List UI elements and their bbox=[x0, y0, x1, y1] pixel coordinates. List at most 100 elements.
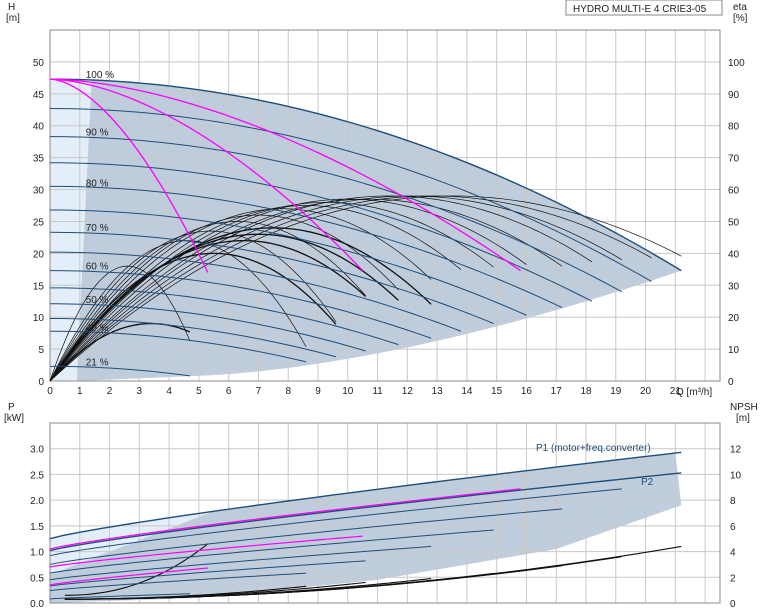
y-tick-label: 20 bbox=[33, 249, 45, 260]
head-curve-panel: 0 1 2 3 4 5 6 7 8 9 10 11 12 13 14 15 16 17 18 19 20 21051015… bbox=[33, 29, 745, 397]
y-right-tick-label: 8 bbox=[730, 496, 736, 507]
power-curve bbox=[49, 545, 432, 581]
x-tick-label: 16 bbox=[521, 386, 533, 397]
speed-label: 90 % bbox=[86, 127, 109, 138]
power-system-curve bbox=[49, 567, 208, 586]
speed-label: 80 % bbox=[86, 178, 109, 189]
efficiency-curve bbox=[49, 195, 682, 382]
head-curve bbox=[49, 209, 527, 316]
y-tick-label: 1.0 bbox=[30, 548, 44, 559]
head-curve bbox=[49, 107, 652, 282]
y-axis-unit-kw: [kW] bbox=[4, 413, 24, 424]
plot-frame-top bbox=[49, 29, 721, 382]
y-right-tick-label: 12 bbox=[730, 445, 742, 456]
y-tick-label: 50 bbox=[33, 58, 45, 69]
system-curve bbox=[49, 78, 209, 273]
head-curve bbox=[49, 317, 336, 358]
power-curve bbox=[49, 472, 682, 552]
y-right-tick-label: 4 bbox=[730, 548, 736, 559]
power-curve bbox=[49, 572, 307, 592]
x-tick-label: 11 bbox=[372, 386, 383, 397]
head-curve bbox=[49, 303, 366, 352]
chart-title: HYDRO MULTI-E 4 CRIE3-05 bbox=[573, 4, 707, 15]
head-curve bbox=[49, 365, 191, 377]
y-right-tick-label: 70 bbox=[728, 154, 740, 165]
efficiency-curve bbox=[49, 221, 366, 382]
y-right-tick-label: 10 bbox=[730, 470, 742, 481]
power-system-curve bbox=[49, 535, 363, 568]
head-curve bbox=[49, 330, 307, 363]
x-tick-label: 6 bbox=[226, 386, 232, 397]
y-right-tick-label: 100 bbox=[728, 58, 745, 69]
y-axis-unit-m: [m] bbox=[6, 13, 20, 24]
head-curve bbox=[49, 270, 432, 339]
power-curve bbox=[49, 593, 190, 600]
y-tick-label: 2.5 bbox=[30, 470, 44, 481]
y-right-tick-label: 0 bbox=[730, 599, 736, 610]
power-curve bbox=[49, 560, 366, 587]
y-tick-label: 3.0 bbox=[30, 445, 44, 456]
x-tick-label: 21 bbox=[670, 386, 682, 397]
speed-label: 50 % bbox=[86, 295, 109, 306]
y-axis-label-eta: eta bbox=[733, 2, 747, 13]
y-tick-label: 0.5 bbox=[30, 573, 44, 584]
x-axis-label: Q [m³/h] bbox=[676, 387, 712, 398]
y-tick-label: 35 bbox=[33, 154, 45, 165]
speed-label: 21 % bbox=[86, 358, 109, 369]
efficiency-curve bbox=[49, 195, 652, 382]
efficiency-curve bbox=[49, 195, 622, 382]
envelope-operating bbox=[76, 79, 682, 382]
x-tick-label: 10 bbox=[342, 386, 354, 397]
y-tick-label: 0.0 bbox=[30, 599, 44, 610]
y-axis-label-p: P bbox=[8, 402, 15, 413]
head-curve bbox=[49, 251, 462, 332]
x-tick-label: 17 bbox=[551, 386, 563, 397]
power-curve bbox=[49, 529, 494, 574]
y-right-tick-label: 80 bbox=[728, 122, 740, 133]
speed-label: 40 % bbox=[86, 323, 109, 334]
y-axis-unit-pct: [%] bbox=[733, 13, 748, 24]
x-tick-label: 0 bbox=[47, 386, 53, 397]
x-tick-label: 3 bbox=[137, 386, 143, 397]
power-system-curve bbox=[49, 488, 521, 550]
x-tick-label: 12 bbox=[402, 386, 414, 397]
y-axis-label-h: H bbox=[8, 2, 15, 13]
y-tick-label: 0 bbox=[38, 377, 44, 388]
y-tick-label: 45 bbox=[33, 90, 45, 101]
y-right-tick-label: 10 bbox=[728, 345, 740, 356]
efficiency-curve bbox=[49, 198, 563, 382]
efficiency-curve bbox=[49, 214, 399, 382]
y-tick-label: 5 bbox=[38, 345, 44, 356]
x-tick-label: 7 bbox=[256, 386, 262, 397]
x-tick-label: 4 bbox=[166, 386, 172, 397]
y-axis-label-npsh: NPSH bbox=[730, 402, 758, 413]
y-tick-label: 10 bbox=[33, 313, 45, 324]
power-curve bbox=[49, 508, 563, 565]
y-tick-label: 25 bbox=[33, 217, 45, 228]
x-tick-label: 2 bbox=[107, 386, 113, 397]
speed-label: 60 % bbox=[86, 261, 109, 272]
y-tick-label: 1.5 bbox=[30, 522, 44, 533]
head-curve bbox=[49, 287, 399, 346]
plot-frame-bottom bbox=[49, 422, 721, 604]
y-right-tick-label: 6 bbox=[730, 522, 736, 533]
y-right-tick-label: 2 bbox=[730, 573, 736, 584]
x-tick-label: 18 bbox=[580, 386, 592, 397]
system-curve bbox=[49, 78, 364, 272]
y-right-tick-label: 90 bbox=[728, 90, 740, 101]
total-efficiency-curve bbox=[49, 233, 399, 382]
npsh-curve bbox=[64, 585, 307, 600]
power-curve bbox=[49, 451, 682, 540]
speed-label: 70 % bbox=[86, 223, 109, 234]
y-tick-label: 30 bbox=[33, 186, 45, 197]
series-label-p1: P1 (motor+freq.converter) bbox=[536, 443, 651, 454]
head-curve bbox=[49, 136, 622, 293]
y-tick-label: 40 bbox=[33, 122, 45, 133]
y-right-tick-label: 0 bbox=[728, 377, 734, 388]
total-efficiency-curve bbox=[49, 227, 432, 382]
x-tick-label: 19 bbox=[610, 386, 622, 397]
title-box bbox=[565, 0, 723, 16]
power-curve-panel: 0.0 0.5 1.0 1.5 2.0 2.5 3.0 0 2 4 6 8 10 12 bbox=[30, 422, 742, 610]
